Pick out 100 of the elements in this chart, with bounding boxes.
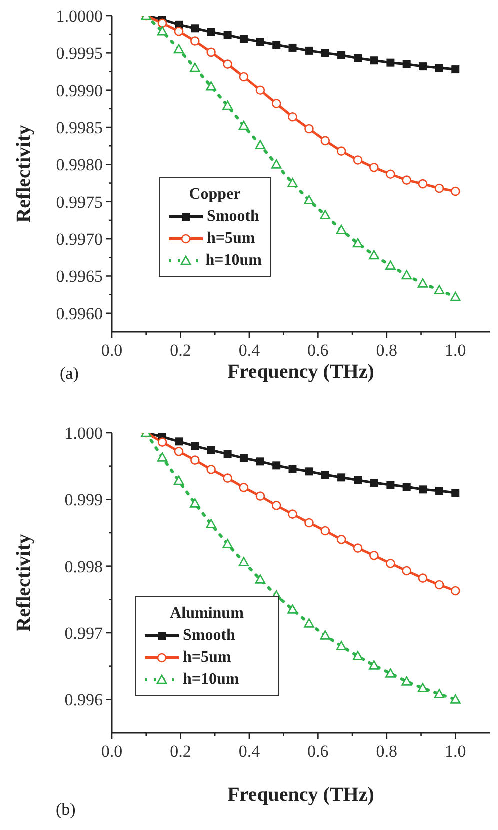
x-tick-label: 0.4: [238, 341, 261, 360]
legend-title: Aluminum: [169, 605, 245, 623]
point: [288, 178, 298, 188]
point: [223, 60, 232, 69]
point: [304, 195, 314, 205]
point: [190, 36, 200, 46]
point: [158, 438, 168, 447]
point: [418, 278, 428, 288]
point: [272, 99, 282, 108]
point: [157, 452, 168, 462]
text: (a): [60, 364, 79, 384]
point: [386, 481, 395, 489]
point: [452, 489, 460, 497]
point: [320, 526, 330, 536]
point: [158, 18, 168, 28]
point: [191, 442, 200, 450]
point: [352, 238, 364, 248]
y-tick-label: 0.9960: [56, 304, 103, 324]
point: [255, 574, 266, 584]
point: [206, 81, 216, 91]
point: [305, 468, 314, 476]
point: [450, 186, 460, 196]
point: [418, 179, 428, 189]
point: [386, 668, 396, 678]
point: [435, 64, 444, 72]
x-axis-title: Frequency (THz): [228, 784, 374, 806]
point: [240, 35, 248, 44]
point: [320, 136, 330, 146]
point: [206, 48, 216, 58]
point: [304, 618, 314, 628]
point: [256, 86, 266, 96]
point: [402, 60, 411, 68]
point: [222, 539, 233, 548]
point: [304, 124, 314, 134]
point: [336, 146, 346, 156]
y-tick-label: 0.998: [64, 557, 103, 576]
x-tick-label: 0.8: [376, 742, 398, 761]
point: [336, 641, 347, 650]
legend-label: Smooth: [183, 627, 236, 645]
point: [434, 580, 444, 590]
point: [321, 49, 330, 58]
point: [353, 544, 363, 553]
point: [386, 58, 395, 67]
point: [402, 676, 412, 686]
point: [402, 176, 412, 185]
point: [288, 112, 298, 122]
point: [157, 26, 168, 36]
y-tick-label: 0.997: [64, 624, 104, 643]
y-axis-title: Reflectivity: [13, 125, 35, 223]
point: [370, 56, 378, 65]
point: [338, 474, 346, 482]
x-tick-label: 1.0: [445, 742, 466, 761]
y-tick-label: 1.000: [64, 424, 103, 443]
y-tick-label: 0.9980: [56, 156, 103, 175]
point: [207, 446, 216, 454]
point: [224, 450, 232, 458]
point: [223, 474, 232, 483]
point: [369, 660, 380, 670]
x-tick-label: 0.4: [238, 742, 261, 761]
x-tick-label: 0.0: [101, 341, 123, 360]
point: [354, 54, 362, 62]
point: [256, 458, 264, 466]
point: [370, 479, 378, 487]
x-tick-label: 0.2: [170, 742, 192, 761]
legend-label: h=10um: [206, 252, 262, 270]
y-tick-label: 0.9995: [56, 44, 103, 64]
point: [434, 184, 444, 194]
y-tick-label: 0.9975: [56, 192, 103, 212]
point: [191, 24, 200, 33]
y-tick-label: 0.9970: [56, 230, 103, 250]
point: [224, 31, 232, 40]
point: [240, 454, 248, 462]
point: [321, 471, 330, 479]
point: [256, 492, 266, 501]
x-tick-label: 0.6: [308, 742, 329, 761]
point: [402, 483, 411, 491]
point: [452, 66, 460, 74]
point: [239, 72, 249, 82]
point: [352, 651, 364, 660]
point: [238, 120, 250, 130]
point: [418, 683, 428, 692]
point: [288, 44, 297, 52]
point: [288, 510, 298, 519]
point: [288, 604, 298, 614]
point: [369, 250, 380, 260]
y-axis-title: Reflectivity: [13, 534, 35, 632]
point: [320, 630, 331, 640]
point: [206, 519, 216, 528]
point: [222, 100, 233, 110]
point: [255, 140, 266, 150]
point: [353, 156, 363, 165]
point: [174, 447, 184, 456]
point: [386, 260, 396, 270]
point: [175, 438, 184, 446]
y-tick-label: 0.9965: [56, 267, 103, 286]
x-axis-title: Frequency (THz): [228, 361, 374, 383]
point: [207, 28, 216, 36]
point: [272, 462, 281, 470]
point: [272, 41, 281, 49]
point: [402, 270, 412, 280]
